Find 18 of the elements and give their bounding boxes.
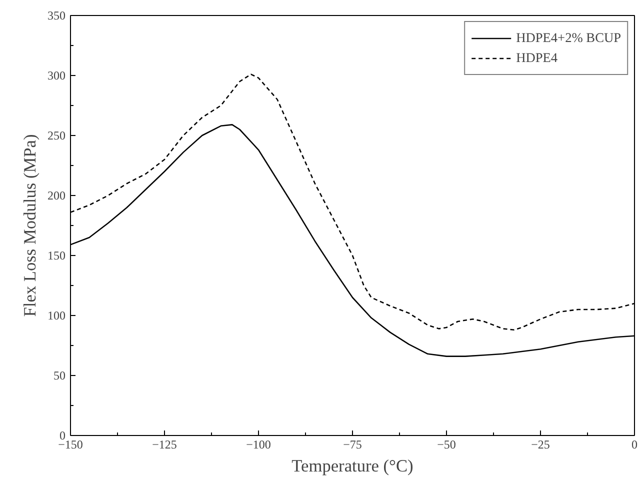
x-tick-label: 0 [632,438,638,452]
x-tick-label: −125 [152,438,177,452]
x-tick-label: −25 [531,438,550,452]
legend-label: HDPE4+2% BCUP [516,30,621,46]
y-tick-label: 300 [48,68,66,82]
y-axis-title: Flex Loss Modulus (MPa) [20,134,40,317]
y-tick-label: 250 [48,128,66,142]
y-tick-label: 50 [54,368,66,382]
x-tick-label: −100 [246,438,271,452]
y-tick-label: 200 [48,188,66,202]
y-tick-label: 350 [48,8,66,22]
x-axis-title: Temperature (°C) [292,456,414,476]
legend-label: HDPE4 [516,50,558,66]
y-tick-label: 0 [60,428,66,442]
x-tick-label: −75 [343,438,362,452]
x-tick-label: −50 [437,438,456,452]
y-tick-label: 150 [48,248,66,262]
y-tick-label: 100 [48,308,66,322]
